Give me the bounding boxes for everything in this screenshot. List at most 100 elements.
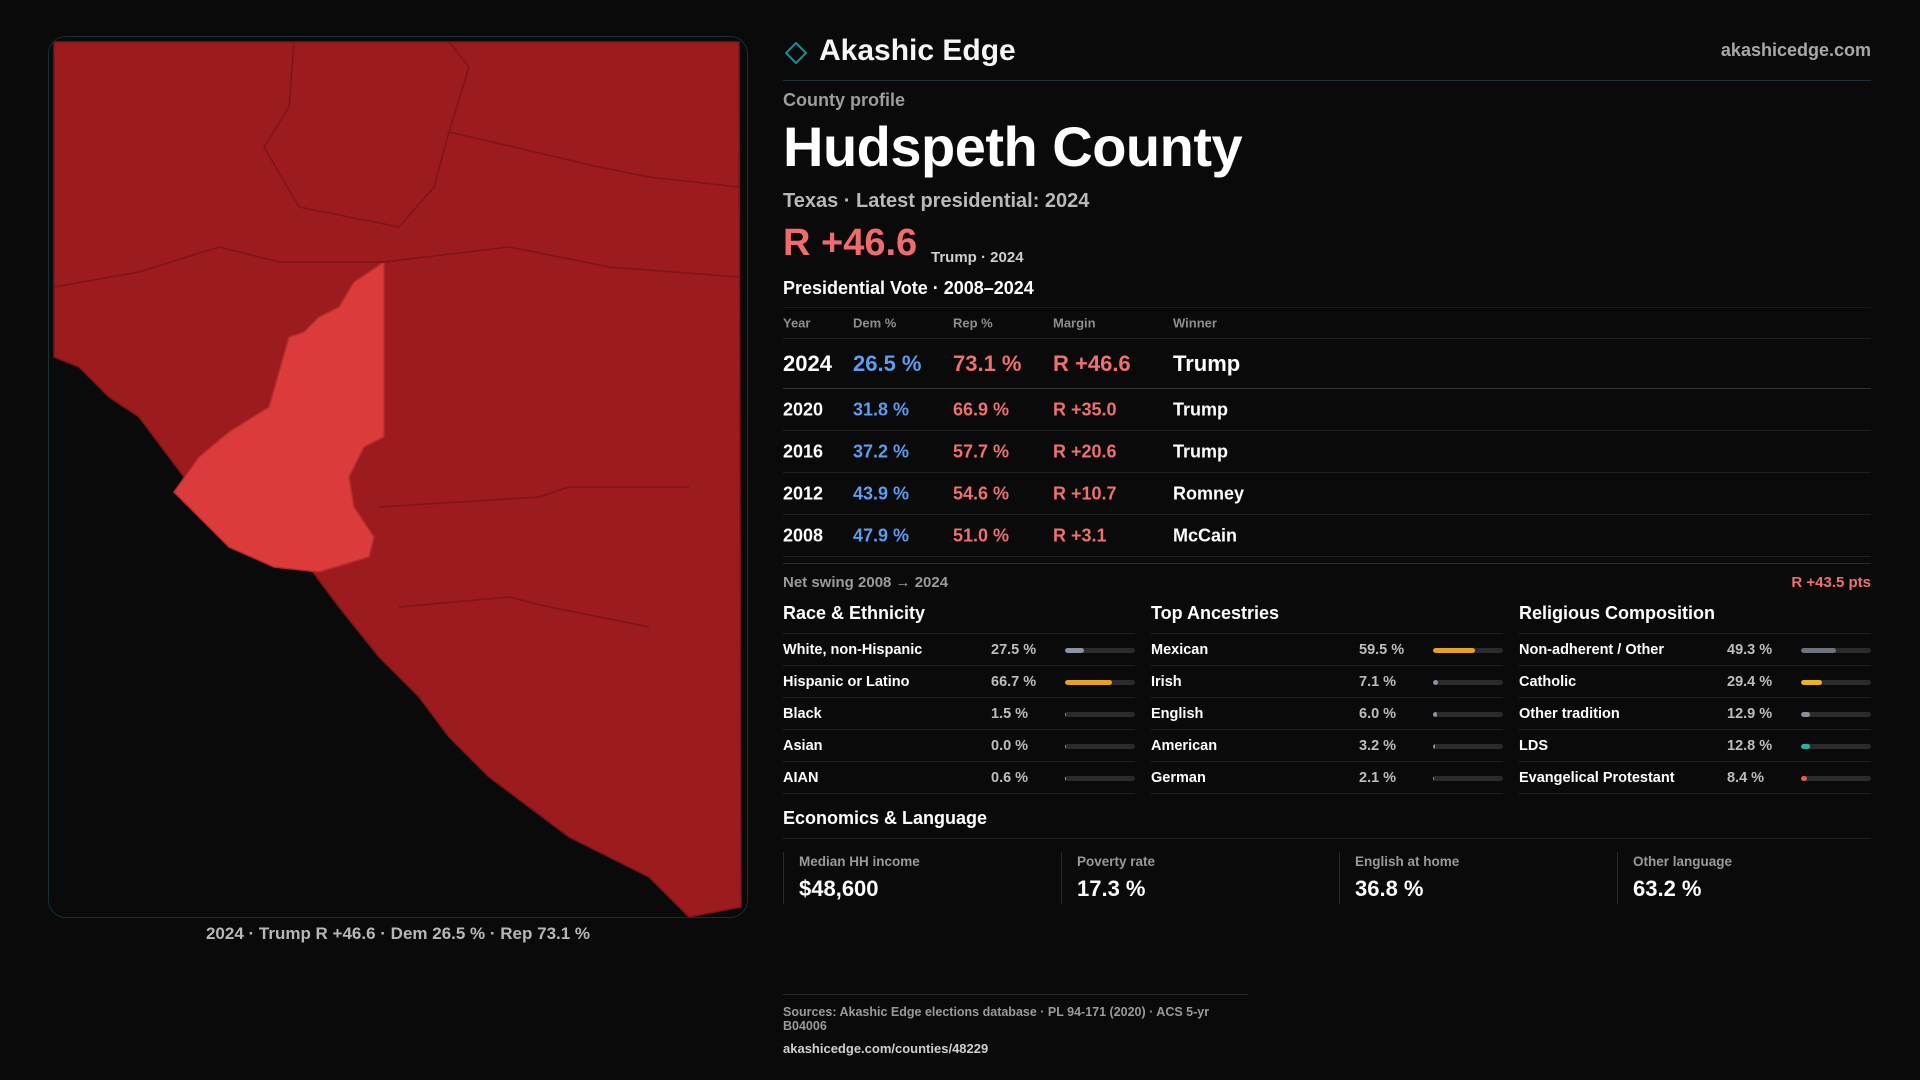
share-bar	[1433, 648, 1503, 653]
row-year: 2016	[783, 441, 824, 461]
map-caption: 2024 · Trump R +46.6 · Dem 26.5 % · Rep …	[205, 924, 591, 943]
list-item: Irish 7.1 %	[1151, 666, 1503, 698]
county-shape-hudspeth[interactable]	[173, 260, 385, 573]
headline-margin: R +46.6	[783, 222, 918, 264]
list-item: Catholic 29.4 %	[1519, 666, 1871, 698]
row-winner: McCain	[1173, 525, 1238, 545]
table-row: 2016 37.2 % 57.7 % R +20.6 Trump	[783, 431, 1871, 473]
profile-kicker: County profile	[783, 90, 905, 110]
item-value: 29.4 %	[1727, 674, 1773, 690]
list-item: LDS 12.8 %	[1519, 730, 1871, 762]
row-dem: 37.2 %	[853, 441, 910, 461]
share-bar-fill	[1065, 712, 1067, 717]
net-swing-value: R +43.5 pts	[1791, 574, 1871, 591]
item-value: 2.1 %	[1359, 770, 1397, 786]
county-map-svg[interactable]	[49, 37, 747, 917]
state-subline: Texas · Latest presidential: 2024	[783, 190, 1090, 212]
list-item: White, non-Hispanic 27.5 %	[783, 634, 1135, 666]
header-winner: Winner	[1173, 315, 1217, 331]
item-value: 59.5 %	[1359, 642, 1405, 658]
table-row: 2020 31.8 % 66.9 % R +35.0 Trump	[783, 389, 1871, 431]
share-bar-fill	[1801, 744, 1810, 749]
item-label: American	[1151, 738, 1218, 754]
row-margin: R +35.0	[1053, 399, 1117, 419]
econ-label: English at home	[1355, 854, 1460, 869]
list-item: Asian 0.0 %	[783, 730, 1135, 762]
row-rep: 57.7 %	[953, 441, 1010, 461]
row-margin: R +20.6	[1053, 441, 1117, 461]
item-value: 6.0 %	[1359, 706, 1397, 722]
item-value: 8.4 %	[1727, 770, 1765, 786]
share-bar	[1801, 648, 1871, 653]
item-label: White, non-Hispanic	[783, 642, 923, 658]
list-item: Black 1.5 %	[783, 698, 1135, 730]
brand-site-link[interactable]: akashicedge.com	[1720, 40, 1871, 60]
row-dem: 43.9 %	[853, 483, 910, 503]
item-value: 12.9 %	[1727, 706, 1773, 722]
item-value: 0.0 %	[991, 738, 1029, 754]
item-value: 27.5 %	[991, 642, 1037, 658]
item-label: Catholic	[1519, 674, 1577, 690]
race-section-title: Race & Ethnicity	[783, 603, 1135, 634]
share-bar	[1433, 776, 1503, 781]
share-bar-fill	[1065, 776, 1067, 781]
share-bar-fill	[1065, 680, 1112, 685]
share-bar	[1065, 680, 1135, 685]
row-margin: R +10.7	[1053, 483, 1117, 503]
item-label: AIAN	[783, 770, 819, 786]
item-label: Other tradition	[1519, 706, 1620, 722]
econ-label: Median HH income	[799, 854, 920, 869]
brand-header: Akashic Edge akashicedge.com	[783, 30, 1871, 81]
row-rep: 51.0 %	[953, 525, 1010, 545]
table-row: 2008 47.9 % 51.0 % R +3.1 McCain	[783, 515, 1871, 557]
econ-label: Other language	[1633, 854, 1733, 869]
list-item: American 3.2 %	[1151, 730, 1503, 762]
county-map[interactable]	[48, 36, 748, 918]
econ-card-income: Median HH income $48,600	[783, 852, 1052, 904]
headline-margin-note: Trump · 2024	[931, 249, 1024, 266]
share-bar-fill	[1433, 648, 1475, 653]
item-label: Irish	[1151, 674, 1182, 690]
item-label: German	[1151, 770, 1206, 786]
item-value: 3.2 %	[1359, 738, 1397, 754]
share-bar-fill	[1433, 680, 1438, 685]
item-label: Hispanic or Latino	[783, 674, 910, 690]
race-ethnicity-section: Race & Ethnicity White, non-Hispanic 27.5…	[783, 603, 1135, 794]
table-row: 2012 43.9 % 54.6 % R +10.7 Romney	[783, 473, 1871, 515]
share-bar-fill	[1801, 712, 1811, 717]
econ-value: 63.2 %	[1633, 876, 1702, 901]
row-margin: R +3.1	[1053, 525, 1107, 545]
religion-section-title: Religious Composition	[1519, 603, 1871, 634]
footer: Sources: Akashic Edge elections database…	[783, 994, 1248, 1056]
row-rep: 73.1 %	[953, 350, 1022, 376]
econ-value: $48,600	[799, 876, 879, 901]
vote-table-header: Year Dem % Rep % Margin Winner	[783, 308, 1871, 339]
footer-url-link[interactable]: akashicedge.com/counties/48229	[783, 1041, 989, 1056]
county-shape-surrounding[interactable]	[53, 41, 742, 917]
county-border-lines	[53, 41, 740, 628]
header-dem: Dem %	[853, 315, 897, 331]
row-year: 2024	[783, 350, 832, 376]
share-bar-fill	[1433, 776, 1435, 781]
econ-value: 17.3 %	[1077, 876, 1146, 901]
share-bar	[1065, 744, 1135, 749]
econ-card-poverty: Poverty rate 17.3 %	[1061, 852, 1330, 904]
diamond-logo-icon	[785, 42, 807, 64]
footer-sources: Sources: Akashic Edge elections database…	[783, 1005, 1210, 1033]
item-value: 49.3 %	[1727, 642, 1773, 658]
vote-table: Year Dem % Rep % Margin Winner 2024 26.5…	[783, 307, 1871, 557]
row-dem: 26.5 %	[853, 350, 922, 376]
share-bar	[1065, 712, 1135, 717]
header-margin: Margin	[1053, 315, 1096, 331]
share-bar	[1433, 744, 1503, 749]
row-winner: Trump	[1173, 399, 1229, 419]
header-rep: Rep %	[953, 315, 993, 331]
row-winner: Trump	[1173, 350, 1241, 376]
item-label: Evangelical Protestant	[1519, 770, 1675, 786]
row-year: 2020	[783, 399, 824, 419]
share-bar	[1801, 776, 1871, 781]
share-bar	[1801, 712, 1871, 717]
share-bar	[1065, 776, 1135, 781]
list-item: Other tradition 12.9 %	[1519, 698, 1871, 730]
row-year: 2012	[783, 483, 824, 503]
